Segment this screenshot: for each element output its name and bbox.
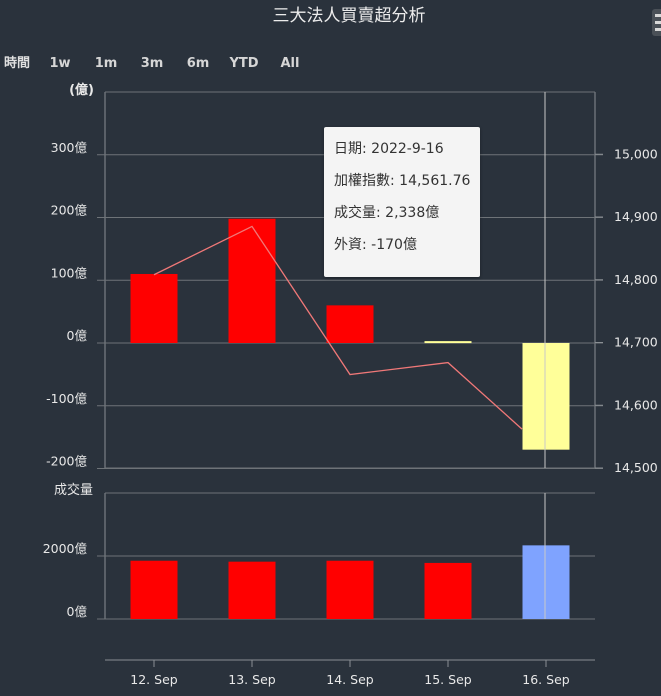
range-button-3m[interactable]: 3m bbox=[141, 56, 164, 71]
range-selector: 1w 1m 3m 6m YTD All bbox=[49, 56, 299, 71]
x-tick-label: 14. Sep bbox=[326, 672, 373, 687]
main-y-tick-label: 200億 bbox=[51, 203, 88, 218]
foreign-bar-2[interactable] bbox=[228, 218, 276, 343]
x-tick-label: 16. Sep bbox=[522, 672, 569, 687]
volume-bar-4[interactable] bbox=[424, 562, 472, 619]
tooltip-date: 日期: 2022-9-16 bbox=[334, 141, 444, 157]
volume-bar-2[interactable] bbox=[228, 561, 276, 619]
menu-icon[interactable] bbox=[652, 9, 661, 36]
foreign-bar-5[interactable] bbox=[522, 343, 570, 450]
main-y2-tick-label: 14,900 bbox=[614, 209, 658, 224]
volume-y-tick-label: 2000億 bbox=[43, 541, 88, 556]
main-y2-tick-label: 14,800 bbox=[614, 272, 658, 287]
main-y-tick-label: 300億 bbox=[51, 140, 88, 155]
tooltip-index: 加權指數: 14,561.76 bbox=[334, 173, 471, 189]
foreign-bar-4[interactable] bbox=[424, 341, 472, 344]
main-y2-tick-label: 14,700 bbox=[614, 335, 658, 350]
volume-bar-3[interactable] bbox=[326, 560, 374, 619]
x-tick-label: 12. Sep bbox=[130, 672, 177, 687]
foreign-bar-3[interactable] bbox=[326, 305, 374, 343]
range-selector-label: 時間 bbox=[4, 55, 30, 71]
main-y-tick-label: 0億 bbox=[67, 328, 88, 343]
tooltip-volume: 成交量: 2,338億 bbox=[334, 205, 440, 221]
main-y-tick-label: -200億 bbox=[46, 454, 87, 469]
range-button-all[interactable]: All bbox=[281, 56, 300, 71]
main-y2-tick-label: 14,600 bbox=[614, 397, 658, 412]
index-line bbox=[153, 225, 523, 430]
main-panel: -200億 -100億 0億 100億 200億 300億 14,500 14,600 14,7… bbox=[46, 82, 658, 475]
main-y-tick-label: -100億 bbox=[46, 391, 87, 406]
range-button-6m[interactable]: 6m bbox=[187, 56, 210, 71]
tooltip-foreign: 外資: -170億 bbox=[334, 237, 417, 253]
chart-title: 三大法人買賣超分析 bbox=[273, 6, 426, 26]
volume-bar-5[interactable] bbox=[522, 545, 570, 619]
main-y2-tick-label: 15,000 bbox=[614, 146, 658, 161]
volume-y-axis-title: 成交量 bbox=[54, 482, 93, 498]
foreign-bar-1[interactable] bbox=[130, 273, 178, 343]
main-y-tick-label: 100億 bbox=[51, 265, 88, 280]
range-button-ytd[interactable]: YTD bbox=[228, 56, 258, 71]
volume-y-tick-label: 0億 bbox=[67, 604, 88, 619]
x-tick-label: 15. Sep bbox=[424, 672, 471, 687]
tooltip: 日期: 2022-9-16 加權指數: 14,561.76 成交量: 2,338… bbox=[324, 127, 480, 277]
volume-bar-1[interactable] bbox=[130, 560, 178, 619]
main-y-axis-title: (億) bbox=[69, 82, 94, 98]
x-axis: 12. Sep 13. Sep 14. Sep 15. Sep 16. Sep bbox=[105, 659, 595, 687]
range-button-1m[interactable]: 1m bbox=[95, 56, 118, 71]
x-tick-label: 13. Sep bbox=[228, 672, 275, 687]
volume-panel: 0億 2000億 成交量 bbox=[43, 482, 595, 620]
main-y2-tick-label: 14,500 bbox=[614, 460, 658, 475]
range-button-1w[interactable]: 1w bbox=[49, 56, 70, 71]
